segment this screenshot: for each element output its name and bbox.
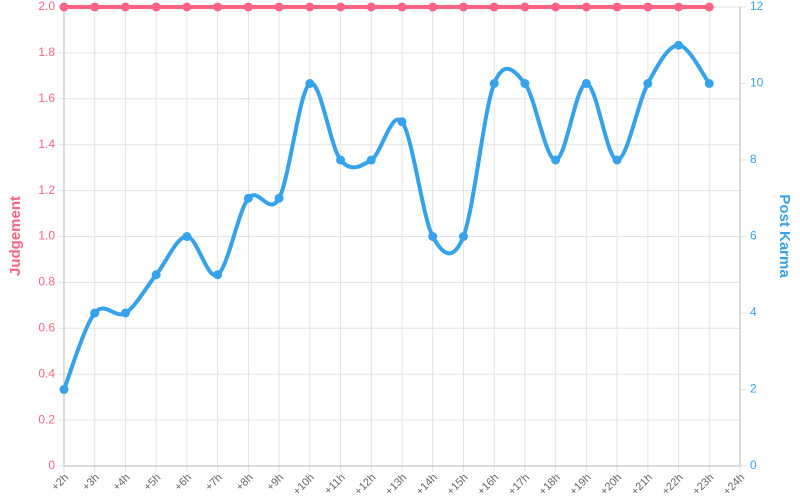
- x-tick-label: +15h: [445, 472, 471, 498]
- data-point: [643, 2, 653, 12]
- data-point: [213, 2, 223, 12]
- data-point: [520, 79, 530, 88]
- x-tick-label: +9h: [265, 472, 287, 494]
- data-point: [428, 232, 438, 241]
- data-point: [551, 2, 561, 12]
- x-tick-label: +21h: [629, 472, 655, 498]
- x-tick-label: +12h: [352, 472, 378, 498]
- x-tick-label: +6h: [172, 472, 194, 494]
- x-tick-label: +4h: [111, 472, 133, 494]
- x-tick-label: +24h: [721, 472, 747, 498]
- y-tick-label: 1.8: [38, 45, 55, 59]
- data-point: [243, 193, 253, 203]
- y-tick-label: 0.8: [38, 275, 55, 289]
- data-point: [581, 79, 591, 88]
- y-tick-label: 2.0: [38, 0, 55, 13]
- data-point: [90, 2, 100, 12]
- y-tick-label: 0.6: [38, 320, 55, 334]
- x-tick-label: +16h: [475, 472, 501, 498]
- data-point: [397, 117, 407, 127]
- y-tick-label: 0.4: [38, 366, 55, 380]
- data-point: [59, 385, 69, 394]
- data-point: [704, 2, 714, 12]
- data-point: [612, 2, 622, 12]
- y-tick-label: 0: [48, 458, 55, 472]
- y2-tick-label: 10: [750, 76, 764, 90]
- data-point: [305, 79, 315, 88]
- x-tick-label: +5h: [142, 472, 164, 494]
- y-tick-label: 1.4: [38, 137, 55, 151]
- series-line: [62, 43, 711, 391]
- x-tick-label: +20h: [598, 472, 624, 498]
- x-tick-label: +11h: [322, 472, 347, 497]
- data-point: [59, 2, 69, 12]
- y2-tick-label: 12: [750, 0, 764, 13]
- y-axis-title: Judgement: [7, 196, 24, 276]
- y2-axis-title: Post Karma: [776, 194, 793, 278]
- data-point: [274, 193, 284, 203]
- x-tick-label: +23h: [690, 472, 716, 498]
- data-point: [336, 2, 346, 12]
- data-point: [182, 2, 192, 12]
- data-point: [120, 2, 130, 12]
- x-tick-label: +14h: [414, 472, 440, 498]
- data-point: [336, 155, 346, 165]
- data-point: [274, 2, 284, 12]
- y2-tick-label: 0: [750, 458, 757, 472]
- data-point: [366, 155, 376, 165]
- data-point: [489, 2, 499, 12]
- y-tick-label: 0.2: [38, 412, 55, 426]
- data-point: [397, 2, 407, 12]
- data-point: [151, 2, 161, 12]
- y-tick-label: 1.6: [38, 91, 55, 105]
- data-point: [120, 308, 130, 318]
- data-point: [213, 270, 223, 280]
- y2-tick-label: 2: [750, 382, 757, 396]
- data-point: [489, 79, 499, 88]
- x-tick-label: +18h: [537, 472, 563, 498]
- x-tick-label: +13h: [383, 472, 409, 498]
- x-tick-label: +7h: [203, 472, 225, 494]
- x-tick-label: +8h: [234, 472, 256, 494]
- data-point: [612, 155, 622, 165]
- y2-tick-label: 6: [750, 229, 757, 243]
- data-point: [674, 40, 684, 50]
- x-tick-label: +10h: [291, 472, 317, 498]
- x-tick-label: +2h: [49, 472, 71, 494]
- data-point: [182, 232, 192, 241]
- x-tick-label: +3h: [80, 472, 102, 494]
- x-tick-label: +22h: [660, 472, 686, 498]
- data-point: [674, 2, 684, 12]
- data-point: [581, 2, 591, 12]
- x-tick-label: +17h: [506, 472, 532, 498]
- x-tick-label: +19h: [568, 472, 594, 498]
- y-tick-label: 1.2: [38, 183, 55, 197]
- data-point: [243, 2, 253, 12]
- data-point: [458, 232, 468, 241]
- y2-tick-label: 4: [750, 305, 757, 319]
- data-point: [551, 155, 561, 165]
- data-point: [704, 79, 714, 88]
- data-point: [643, 79, 653, 88]
- y2-tick-label: 8: [750, 152, 757, 166]
- data-point: [151, 270, 161, 280]
- y-tick-label: 1.0: [38, 229, 55, 243]
- data-point: [458, 2, 468, 12]
- data-point: [305, 2, 315, 12]
- data-point: [520, 2, 530, 12]
- data-point: [428, 2, 438, 12]
- data-point: [90, 308, 100, 318]
- data-point: [366, 2, 376, 12]
